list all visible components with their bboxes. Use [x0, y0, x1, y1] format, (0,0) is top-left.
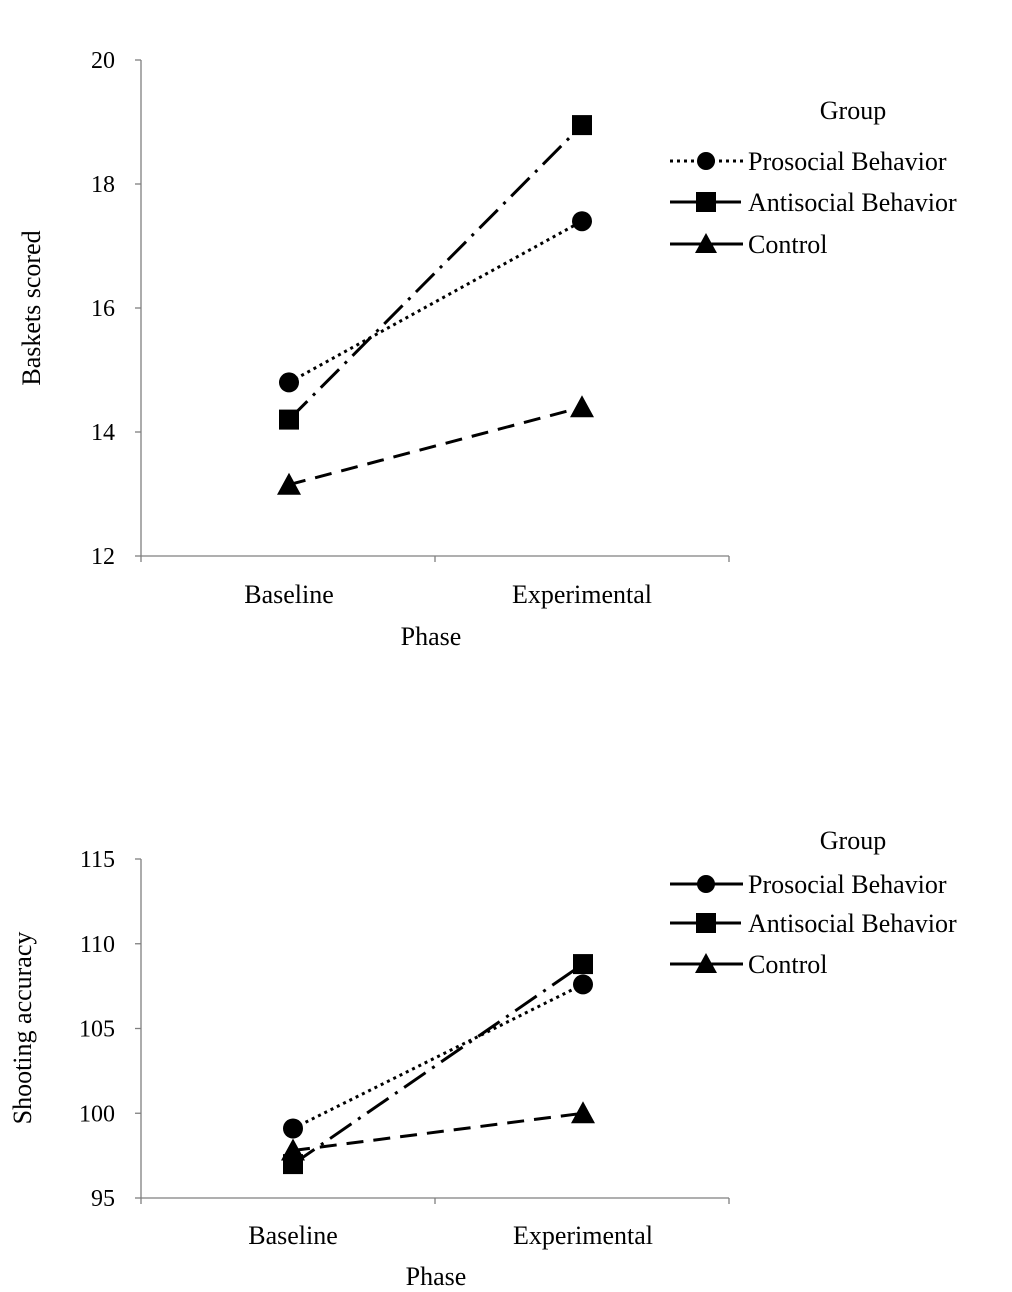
- chart2-legend-label: Prosocial Behavior: [748, 870, 947, 899]
- chart2-y-axis-title: Shooting accuracy: [8, 932, 37, 1125]
- chart1-series-line: [288, 405, 583, 487]
- chart1-legend-label: Control: [748, 230, 827, 259]
- chart1-y-tick-label: 18: [91, 172, 115, 198]
- chart1-y-tick-label: 12: [91, 544, 115, 570]
- chart2-category-labels: Baseline Experimental: [248, 1221, 653, 1250]
- legend-square-marker: [696, 192, 716, 212]
- square-marker: [279, 409, 299, 430]
- chart1-axes: 12 14 16 18 20: [91, 48, 730, 570]
- legend-triangle-marker: [695, 953, 717, 973]
- chart2-legend-entry-antisocial: Antisocial Behavior: [670, 909, 957, 938]
- circle-marker: [572, 211, 592, 232]
- triangle-marker: [277, 472, 301, 495]
- chart1-legend: Group Prosocial Behavior Antisocial Beha…: [670, 96, 957, 259]
- circle-marker: [283, 1118, 303, 1139]
- chart1-category-labels: Baseline Experimental: [244, 580, 652, 609]
- chart1-legend-title: Group: [820, 96, 886, 125]
- chart2-category-label: Baseline: [248, 1221, 338, 1250]
- chart2-series-control: [281, 1101, 595, 1161]
- square-marker: [573, 954, 593, 975]
- legend-triangle-marker: [695, 233, 717, 253]
- chart2-y-tick-label: 110: [80, 932, 115, 958]
- chart2-legend-entry-control: Control: [670, 950, 827, 979]
- triangle-marker: [570, 395, 594, 418]
- chart1-legend-entry-antisocial: Antisocial Behavior: [670, 188, 957, 217]
- chart2-legend-entry-prosocial: Prosocial Behavior: [670, 870, 947, 899]
- baskets-scored-chart: Baskets scored Phase Baseline Experiment…: [17, 48, 957, 651]
- chart2-category-label: Experimental: [513, 1221, 653, 1250]
- chart1-legend-label: Prosocial Behavior: [748, 147, 947, 176]
- chart2-legend-title: Group: [820, 826, 886, 855]
- square-marker: [572, 115, 592, 136]
- chart1-series-line: [287, 124, 584, 421]
- triangle-marker: [571, 1101, 595, 1124]
- chart1-series-prosocial-behavior: [279, 211, 592, 393]
- chart1-y-tick-label: 14: [91, 420, 115, 446]
- chart1-legend-entry-prosocial: Prosocial Behavior: [670, 147, 947, 176]
- chart2-legend-label: Antisocial Behavior: [748, 909, 957, 938]
- chart2-series-line: [292, 1111, 584, 1153]
- chart1-x-axis-title: Phase: [401, 622, 462, 651]
- chart1-legend-label: Antisocial Behavior: [748, 188, 957, 217]
- chart2-axes: 95 100 105 110 115: [79, 847, 730, 1212]
- chart1-y-tick-label: 16: [91, 296, 115, 322]
- chart1-y-axis-title: Baskets scored: [17, 230, 46, 385]
- chart2-legend: Group Prosocial Behavior Antisocial Beha…: [670, 826, 957, 979]
- circle-marker: [573, 974, 593, 995]
- legend-square-marker: [696, 913, 716, 933]
- chart1-category-label: Baseline: [244, 580, 334, 609]
- chart2-series-line: [292, 983, 584, 1130]
- chart1-category-label: Experimental: [512, 580, 652, 609]
- chart2-y-tick-label: 95: [91, 1186, 115, 1212]
- chart2-y-tick-label: 115: [80, 847, 115, 873]
- chart1-y-tick-label: 20: [91, 48, 115, 74]
- chart1-series-antisocial-behavior: [279, 115, 592, 430]
- chart2-series-line: [292, 962, 584, 1166]
- chart2-legend-label: Control: [748, 950, 827, 979]
- chart2-y-tick-label: 100: [79, 1101, 115, 1127]
- shooting-accuracy-chart: Shooting accuracy Phase Baseline Experim…: [8, 826, 957, 1291]
- legend-circle-marker: [697, 875, 715, 893]
- legend-circle-marker: [697, 152, 715, 170]
- chart1-series-line: [288, 219, 583, 384]
- chart2-series-prosocial-behavior: [283, 974, 593, 1139]
- triangle-marker: [281, 1138, 305, 1161]
- chart2-x-axis-title: Phase: [406, 1262, 467, 1291]
- chart1-series-control: [277, 395, 594, 495]
- chart2-series-antisocial-behavior: [283, 954, 593, 1175]
- chart1-legend-entry-control: Control: [670, 230, 827, 259]
- chart2-y-tick-label: 105: [79, 1017, 115, 1043]
- circle-marker: [279, 372, 299, 393]
